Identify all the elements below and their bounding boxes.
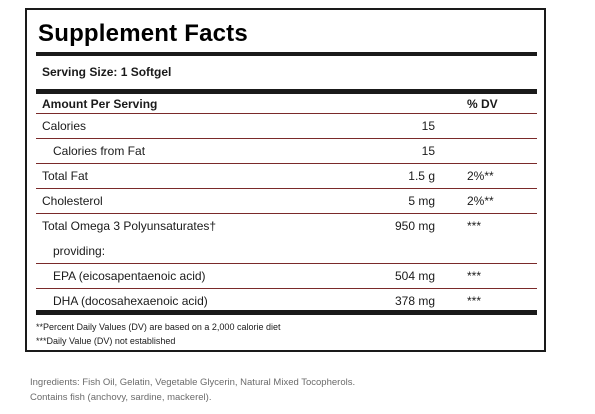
serving-size: Serving Size: 1 Softgel — [42, 65, 172, 79]
allergen-line: Contains fish (anchovy, sardine, mackere… — [30, 392, 212, 403]
header-amount-label: Amount Per Serving — [42, 97, 158, 111]
supplement-facts-panel: Supplement Facts Serving Size: 1 Softgel… — [25, 8, 546, 352]
serving-divider — [36, 89, 537, 94]
table-row: EPA (eicosapentaenoic acid) 504 mg *** — [36, 263, 537, 288]
header-dv-label: % DV — [467, 97, 498, 111]
nutrient-name: Total Fat — [42, 169, 89, 183]
nutrient-amount: 15 — [421, 119, 435, 133]
table-row: providing: — [36, 238, 537, 263]
nutrient-amount: 15 — [421, 144, 435, 158]
nutrient-name: Total Omega 3 Polyunsaturates† — [42, 219, 217, 233]
nutrient-amount: 950 mg — [394, 219, 435, 233]
table-row: Cholesterol 5 mg 2%** — [36, 188, 537, 213]
nutrient-dv: *** — [467, 294, 482, 308]
nutrient-name: Calories from Fat — [53, 144, 146, 158]
footnotes: **Percent Daily Values (DV) are based on… — [36, 320, 280, 348]
nutrient-amount: 504 mg — [394, 269, 435, 283]
table-row: Calories 15 — [36, 113, 537, 138]
nutrient-table: Calories 15 Calories from Fat 15 Total F… — [36, 113, 537, 313]
nutrient-name: EPA (eicosapentaenoic acid) — [53, 269, 206, 283]
nutrient-amount: 1.5 g — [408, 169, 435, 183]
title-divider — [36, 52, 537, 56]
nutrient-amount: 378 mg — [394, 294, 435, 308]
ingredients-line: Ingredients: Fish Oil, Gelatin, Vegetabl… — [30, 377, 356, 388]
footnote-dv-not-established: ***Daily Value (DV) not established — [36, 336, 176, 346]
ingredients-text: Ingredients: Fish Oil, Gelatin, Vegetabl… — [30, 375, 355, 405]
nutrient-amount: 5 mg — [408, 194, 435, 208]
table-row: Calories from Fat 15 — [36, 138, 537, 163]
table-header: Amount Per Serving % DV — [36, 96, 537, 113]
table-row: Total Fat 1.5 g 2%** — [36, 163, 537, 188]
nutrient-name: Calories — [42, 119, 87, 133]
footnote-percent-dv: **Percent Daily Values (DV) are based on… — [36, 322, 281, 332]
nutrient-name: providing: — [53, 244, 106, 258]
nutrient-dv: 2%** — [467, 169, 494, 183]
panel-title: Supplement Facts — [38, 20, 248, 47]
nutrient-dv: *** — [467, 269, 482, 283]
table-bottom-divider — [36, 310, 537, 315]
nutrient-dv: 2%** — [467, 194, 494, 208]
nutrient-dv: *** — [467, 219, 482, 233]
table-row: DHA (docosahexaenoic acid) 378 mg *** — [36, 288, 537, 313]
table-row: Total Omega 3 Polyunsaturates† 950 mg **… — [36, 213, 537, 238]
nutrient-name: DHA (docosahexaenoic acid) — [53, 294, 208, 308]
nutrient-name: Cholesterol — [42, 194, 103, 208]
